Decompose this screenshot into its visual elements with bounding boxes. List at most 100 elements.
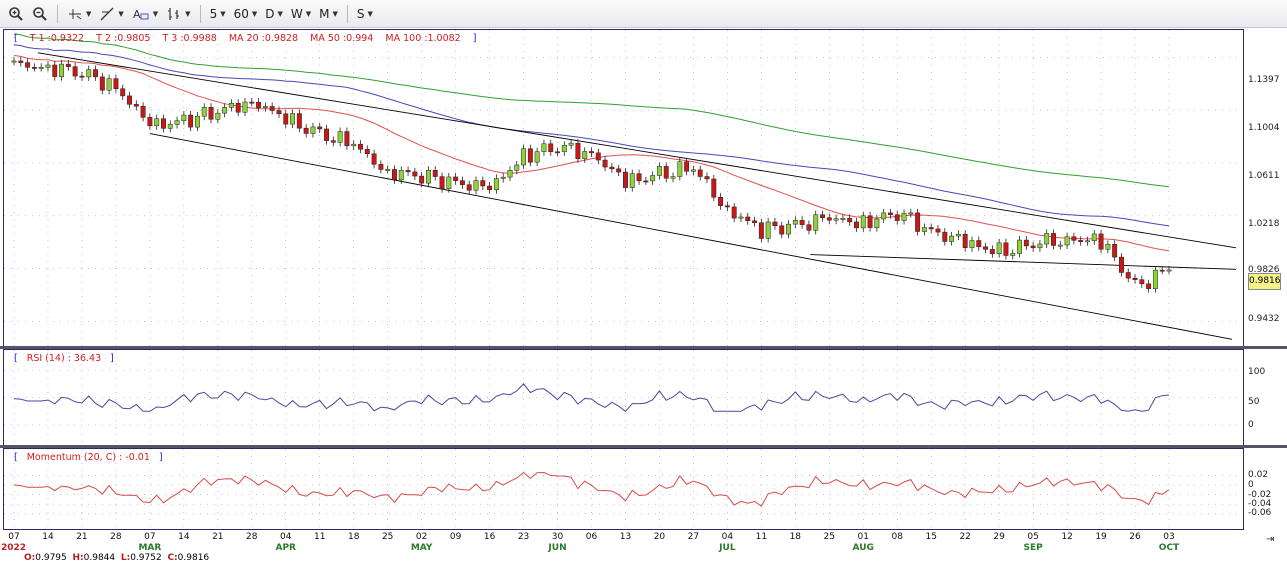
- price-panel[interactable]: [ T 1 :0.9322 T 2 :0.9805 T 3 :0.9988 MA…: [3, 29, 1244, 347]
- trendline-tool-icon[interactable]: ▼: [95, 3, 127, 25]
- rsi-axis-label: 100: [1248, 367, 1266, 377]
- month-label: APR: [275, 543, 297, 553]
- candle-body: [140, 106, 146, 118]
- candle-body: [351, 143, 357, 147]
- price-axis-label: 1.1004: [1248, 123, 1280, 133]
- candle-body: [174, 120, 180, 125]
- candle-body: [860, 215, 866, 229]
- period-5-button[interactable]: 5 ▼: [209, 6, 226, 21]
- candle-body: [242, 101, 248, 113]
- panel-splitter[interactable]: [0, 445, 1287, 448]
- candle-body: [942, 231, 948, 242]
- month-label: JUL: [719, 543, 736, 553]
- month-label: OCT: [1158, 543, 1180, 553]
- candle-body: [147, 117, 153, 127]
- rsi-panel[interactable]: [RSI (14) : 36.43]: [3, 349, 1244, 446]
- ohlc-close: 0.9816: [177, 553, 210, 563]
- candle-body: [167, 124, 173, 129]
- panel-splitter[interactable]: [0, 346, 1287, 349]
- candle-body: [887, 212, 893, 215]
- support-trendline: [810, 254, 1237, 270]
- period-w-button[interactable]: W ▼: [290, 6, 312, 21]
- period-m-button[interactable]: M ▼: [319, 6, 338, 21]
- candle-body: [419, 175, 425, 184]
- date-tick-label: 28: [110, 532, 122, 542]
- date-tick-label: 15: [925, 532, 937, 542]
- candle-body: [1112, 244, 1118, 258]
- candle-body: [575, 142, 581, 160]
- price-axis-label: 0.9826: [1248, 265, 1280, 275]
- candle-body: [534, 151, 540, 163]
- candle-body: [799, 220, 805, 225]
- candle-body: [269, 106, 275, 111]
- candle-body: [969, 240, 975, 248]
- candle-body: [324, 128, 329, 141]
- price-legend: [ T 1 :0.9322 T 2 :0.9805 T 3 :0.9988 MA…: [14, 33, 477, 44]
- candle-body: [996, 242, 1002, 254]
- candle-body: [11, 60, 17, 63]
- date-tick-label: 25: [381, 532, 394, 542]
- date-tick-label: 04: [280, 532, 292, 542]
- period-d-button[interactable]: D ▼: [265, 6, 283, 21]
- candle-body: [1152, 269, 1158, 289]
- scroll-end-icon[interactable]: ⇥: [1266, 534, 1275, 545]
- text-annotation-icon[interactable]: A ▼: [132, 7, 159, 21]
- candle-body: [833, 218, 839, 221]
- date-tick-label: 04: [721, 532, 734, 542]
- price-chart: [4, 30, 1243, 346]
- candle-body: [962, 233, 968, 248]
- candle-body: [25, 62, 31, 68]
- candle-body: [629, 173, 635, 188]
- candle-body: [480, 180, 486, 187]
- momentum-panel[interactable]: [Momentum (20, C) : -0.01]: [3, 448, 1244, 530]
- bar-style-icon[interactable]: ▼: [168, 7, 191, 20]
- candle-body: [935, 228, 941, 233]
- candle-body: [650, 175, 656, 182]
- candle-body: [548, 143, 554, 152]
- candle-body: [1085, 240, 1090, 243]
- lower-trendline: [149, 133, 1233, 340]
- candle-body: [1091, 233, 1097, 241]
- toolbar-separator: [57, 4, 58, 23]
- candle-body: [983, 246, 989, 250]
- candle-body: [609, 166, 615, 170]
- legend-t2: T 2 :0.9805: [96, 33, 151, 44]
- period-60-button[interactable]: 60 ▼: [233, 6, 258, 21]
- candle-body: [826, 217, 832, 221]
- momentum-legend: [Momentum (20, C) : -0.01]: [14, 452, 163, 463]
- candle-body: [623, 171, 628, 188]
- candle-body: [1030, 245, 1036, 249]
- candle-body: [188, 114, 194, 128]
- zoom-in-icon[interactable]: [4, 3, 28, 25]
- candle-body: [745, 216, 751, 222]
- candle-body: [31, 67, 37, 69]
- candle-body: [663, 166, 669, 179]
- s-button[interactable]: S ▼: [356, 6, 373, 21]
- candle-body: [235, 103, 241, 113]
- crosshair-tool-icon[interactable]: ▼: [63, 3, 95, 25]
- date-tick-label: 21: [76, 532, 88, 542]
- candle-body: [874, 218, 880, 228]
- candle-body: [303, 127, 309, 134]
- candle-body: [561, 144, 567, 153]
- momentum-chart: [4, 449, 1243, 529]
- svg-text:A: A: [133, 8, 141, 21]
- ma100-line: [13, 33, 1170, 188]
- candle-body: [806, 224, 812, 231]
- candle-body: [786, 223, 791, 235]
- candle-body: [228, 103, 234, 108]
- candle-body: [378, 164, 384, 170]
- candle-body: [1003, 242, 1009, 256]
- date-tick-label: 16: [483, 532, 496, 542]
- zoom-out-icon[interactable]: [28, 3, 52, 25]
- legend-ma50: MA 50 :0.994: [310, 33, 374, 44]
- candle-body: [616, 168, 622, 173]
- candle-body: [99, 76, 105, 91]
- momentum-axis-label: -0.04: [1248, 499, 1272, 509]
- date-tick-label: 22: [959, 532, 971, 542]
- candle-body: [582, 151, 588, 160]
- candle-body: [52, 64, 58, 77]
- date-tick-label: 08: [891, 532, 903, 542]
- candle-body: [65, 63, 71, 67]
- candle-body: [1010, 253, 1016, 256]
